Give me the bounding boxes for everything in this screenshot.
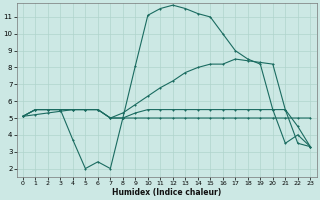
X-axis label: Humidex (Indice chaleur): Humidex (Indice chaleur) [112,188,221,197]
